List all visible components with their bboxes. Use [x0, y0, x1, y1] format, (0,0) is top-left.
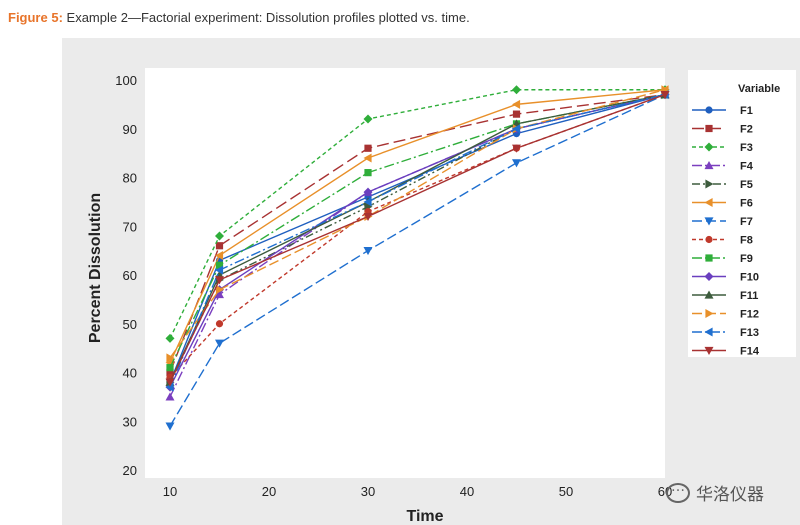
data-point-f9 [215, 261, 224, 269]
y-tick-label: 80 [123, 171, 137, 186]
data-point-f3 [215, 231, 224, 241]
data-point-f14 [512, 144, 521, 153]
legend-label-f2: F2 [740, 124, 753, 136]
x-tick-label: 40 [460, 484, 474, 499]
legend-marker-f9 [705, 254, 713, 262]
legend-marker-f5 [705, 179, 714, 189]
y-tick-label: 70 [123, 219, 137, 234]
y-tick-label: 50 [123, 317, 137, 332]
legend-label-f13: F13 [740, 327, 759, 339]
data-point-f14 [660, 91, 670, 100]
data-point-f7 [165, 422, 175, 431]
x-tick-label: 10 [163, 484, 177, 499]
legend-marker-f3 [704, 142, 714, 152]
data-point-f12 [166, 353, 175, 363]
legend-label-f5: F5 [740, 179, 753, 191]
data-point-f14 [165, 378, 175, 387]
legend-label-f3: F3 [740, 142, 753, 154]
legend-marker-f10 [704, 272, 714, 281]
legend-marker-f7 [704, 217, 714, 226]
wechat-icon [666, 479, 690, 503]
legend-marker-f11 [704, 290, 714, 299]
legend-label-f14: F14 [740, 346, 760, 358]
legend-marker-f2 [705, 124, 713, 133]
watermark-text: 华洛仪器 [696, 485, 764, 505]
data-point-f2 [215, 242, 224, 250]
y-tick-label: 40 [123, 366, 137, 381]
figure-number: Figure 5: [8, 10, 63, 25]
legend-marker-f8 [705, 235, 713, 244]
x-tick-label: 50 [559, 484, 573, 499]
legend-label-f4: F4 [740, 161, 754, 173]
x-tick-label: 30 [361, 484, 375, 499]
data-point-f9 [364, 169, 372, 177]
legend-label-f11: F11 [740, 290, 758, 302]
legend-label-f6: F6 [740, 198, 753, 210]
data-point-f7 [363, 247, 373, 256]
data-point-f2 [166, 368, 174, 377]
data-point-f6 [363, 153, 372, 163]
data-point-f3 [165, 333, 175, 343]
data-point-f14 [215, 276, 224, 285]
data-point-f13 [165, 382, 174, 392]
data-point-f6 [215, 251, 224, 260]
y-tick-label: 90 [123, 122, 137, 137]
legend-label-f1: F1 [740, 105, 753, 117]
data-point-f12 [215, 285, 224, 295]
y-axis-title: Percent Dissolution [87, 193, 104, 343]
legend-marker-f12 [705, 309, 714, 318]
legend-title: Variable [738, 83, 780, 95]
data-point-f4 [165, 392, 175, 401]
legend-marker-f13 [704, 327, 713, 337]
data-point-f2 [364, 144, 372, 152]
data-point-f9 [166, 364, 174, 372]
y-tick-label: 30 [123, 414, 137, 429]
data-point-f14 [363, 212, 373, 221]
x-axis-title: Time [406, 508, 443, 525]
data-point-f10 [363, 187, 373, 197]
watermark: 华洛仪器 [666, 479, 764, 505]
figure-caption: Figure 5: Example 2—Factorial experiment… [8, 10, 470, 25]
x-tick-label: 20 [262, 484, 276, 499]
y-tick-label: 100 [115, 73, 137, 88]
legend-marker-f6 [704, 198, 713, 207]
data-point-f7 [215, 339, 224, 348]
plot-area [145, 68, 665, 478]
data-point-f13 [215, 265, 224, 275]
data-point-f3 [512, 85, 521, 95]
data-point-f3 [363, 114, 373, 124]
y-tick-label: 60 [123, 268, 137, 283]
data-point-f6 [512, 99, 521, 109]
data-point-f13 [512, 124, 521, 134]
legend-marker-f14 [704, 346, 714, 355]
data-point-f13 [363, 197, 372, 207]
figure-caption-text: Example 2—Factorial experiment: Dissolut… [62, 10, 470, 25]
y-tick-label: 20 [123, 463, 137, 478]
legend-box [688, 70, 796, 357]
series-line-f12 [169, 89, 666, 359]
legend-label-f8: F8 [740, 235, 753, 247]
legend-label-f9: F9 [740, 253, 753, 265]
data-point-f8 [215, 320, 224, 328]
data-point-f2 [512, 110, 521, 118]
legend-label-f12: F12 [740, 309, 759, 321]
legend-label-f10: F10 [740, 272, 759, 284]
legend-marker-f1 [705, 106, 713, 114]
legend-marker-f4 [704, 161, 714, 170]
data-point-f7 [512, 159, 521, 168]
legend-label-f7: F7 [740, 216, 753, 228]
